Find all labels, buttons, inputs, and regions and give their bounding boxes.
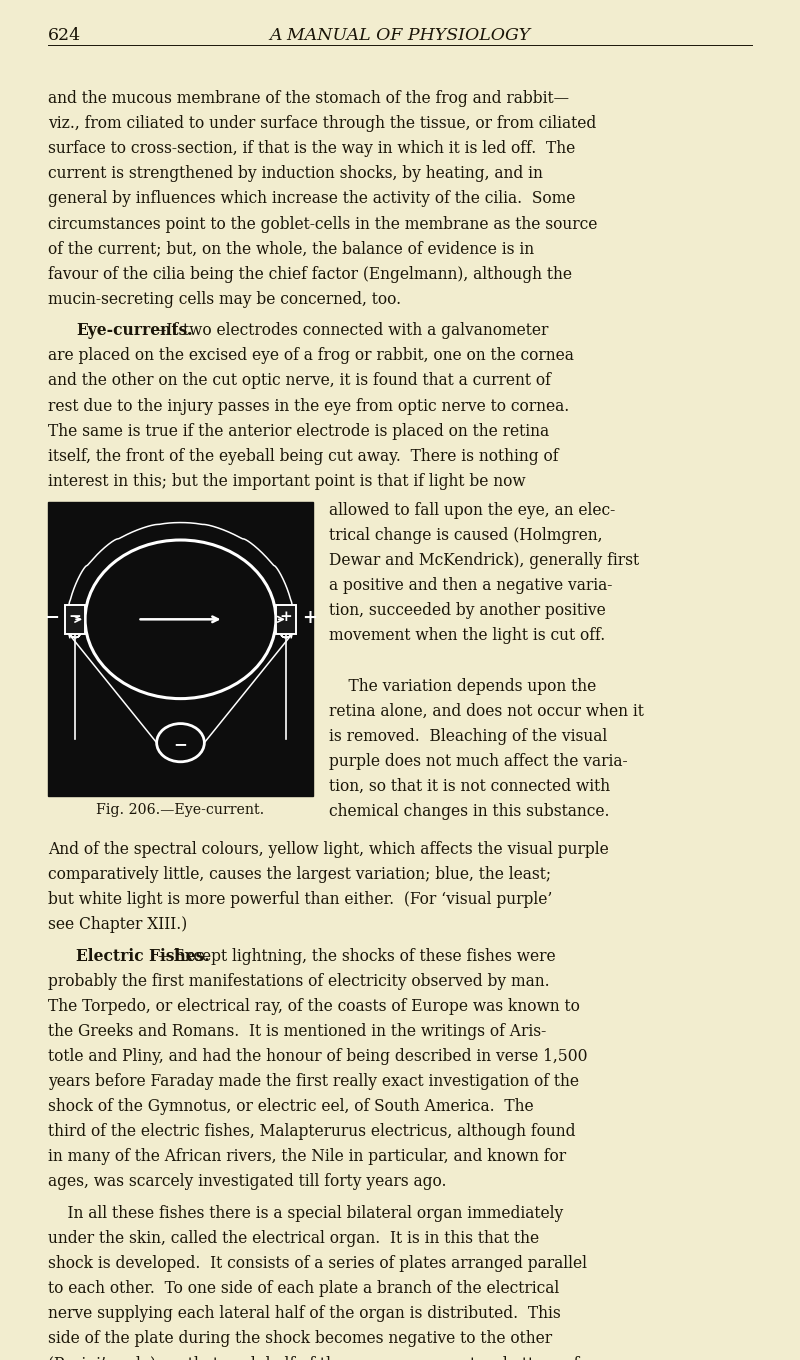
Text: shock is developed.  It consists of a series of plates arranged parallel: shock is developed. It consists of a ser… bbox=[48, 1255, 587, 1272]
Text: side of the plate during the shock becomes negative to the other: side of the plate during the shock becom… bbox=[48, 1330, 552, 1348]
Text: In all these fishes there is a special bilateral organ immediately: In all these fishes there is a special b… bbox=[48, 1205, 563, 1221]
Text: interest in this; but the important point is that if light be now: interest in this; but the important poin… bbox=[48, 473, 526, 490]
Text: Dewar and McKendrick), generally first: Dewar and McKendrick), generally first bbox=[329, 552, 639, 568]
Text: +: + bbox=[302, 609, 317, 627]
Text: years before Faraday made the first really exact investigation of the: years before Faraday made the first real… bbox=[48, 1073, 579, 1091]
Text: tion, so that it is not connected with: tion, so that it is not connected with bbox=[329, 778, 610, 796]
Text: favour of the cilia being the chief factor (Engelmann), although the: favour of the cilia being the chief fact… bbox=[48, 265, 572, 283]
Text: and the mucous membrane of the stomach of the frog and rabbit—: and the mucous membrane of the stomach o… bbox=[48, 90, 569, 107]
Text: of the current; but, on the whole, the balance of evidence is in: of the current; but, on the whole, the b… bbox=[48, 241, 534, 257]
Bar bbox=[66, 605, 85, 634]
Text: totle and Pliny, and had the honour of being described in verse 1,500: totle and Pliny, and had the honour of b… bbox=[48, 1049, 587, 1065]
Text: retina alone, and does not occur when it: retina alone, and does not occur when it bbox=[329, 703, 644, 719]
Text: —Except lightning, the shocks of these fishes were: —Except lightning, the shocks of these f… bbox=[158, 948, 556, 964]
Text: chemical changes in this substance.: chemical changes in this substance. bbox=[329, 804, 610, 820]
Text: −: − bbox=[69, 611, 82, 624]
Text: allowed to fall upon the eye, an elec-: allowed to fall upon the eye, an elec- bbox=[329, 502, 615, 518]
Text: under the skin, called the electrical organ.  It is in this that the: under the skin, called the electrical or… bbox=[48, 1229, 539, 1247]
Text: circumstances point to the goblet-cells in the membrane as the source: circumstances point to the goblet-cells … bbox=[48, 215, 598, 233]
Text: 624: 624 bbox=[48, 27, 81, 44]
Text: —If two electrodes connected with a galvanometer: —If two electrodes connected with a galv… bbox=[151, 322, 548, 339]
Text: surface to cross-section, if that is the way in which it is led off.  The: surface to cross-section, if that is the… bbox=[48, 140, 575, 158]
Text: third of the electric fishes, Malapterurus electricus, although found: third of the electric fishes, Malapterur… bbox=[48, 1123, 575, 1140]
Text: nerve supplying each lateral half of the organ is distributed.  This: nerve supplying each lateral half of the… bbox=[48, 1306, 561, 1322]
Text: but white light is more powerful than either.  (For ‘visual purple’: but white light is more powerful than ei… bbox=[48, 891, 552, 908]
Text: and the other on the cut optic nerve, it is found that a current of: and the other on the cut optic nerve, it… bbox=[48, 373, 551, 389]
Text: (Pacini’s rule), so that each half of the organ represents a battery of: (Pacini’s rule), so that each half of th… bbox=[48, 1356, 579, 1360]
Text: itself, the front of the eyeball being cut away.  There is nothing of: itself, the front of the eyeball being c… bbox=[48, 447, 558, 465]
Text: And of the spectral colours, yellow light, which affects the visual purple: And of the spectral colours, yellow ligh… bbox=[48, 840, 609, 858]
Text: +: + bbox=[279, 611, 292, 624]
Text: The same is true if the anterior electrode is placed on the retina: The same is true if the anterior electro… bbox=[48, 423, 549, 439]
Text: The Torpedo, or electrical ray, of the coasts of Europe was known to: The Torpedo, or electrical ray, of the c… bbox=[48, 998, 580, 1015]
Text: purple does not much affect the varia-: purple does not much affect the varia- bbox=[329, 753, 628, 770]
Text: current is strengthened by induction shocks, by heating, and in: current is strengthened by induction sho… bbox=[48, 166, 543, 182]
Bar bbox=[276, 605, 296, 634]
Text: tion, succeeded by another positive: tion, succeeded by another positive bbox=[329, 602, 606, 619]
Text: rest due to the injury passes in the eye from optic nerve to cornea.: rest due to the injury passes in the eye… bbox=[48, 397, 570, 415]
Text: −: − bbox=[174, 736, 187, 753]
Text: −: − bbox=[44, 609, 59, 627]
Text: are placed on the excised eye of a frog or rabbit, one on the cornea: are placed on the excised eye of a frog … bbox=[48, 347, 574, 364]
Text: in many of the African rivers, the Nile in particular, and known for: in many of the African rivers, the Nile … bbox=[48, 1148, 566, 1166]
Text: ages, was scarcely investigated till forty years ago.: ages, was scarcely investigated till for… bbox=[48, 1174, 446, 1190]
Text: a positive and then a negative varia-: a positive and then a negative varia- bbox=[329, 577, 612, 594]
Text: Eye-currents.: Eye-currents. bbox=[76, 322, 193, 339]
Text: the Greeks and Romans.  It is mentioned in the writings of Aris-: the Greeks and Romans. It is mentioned i… bbox=[48, 1023, 546, 1040]
Text: Fig. 206.—Eye-current.: Fig. 206.—Eye-current. bbox=[96, 804, 265, 817]
Text: to each other.  To one side of each plate a branch of the electrical: to each other. To one side of each plate… bbox=[48, 1280, 559, 1297]
Text: A MANUAL OF PHYSIOLOGY: A MANUAL OF PHYSIOLOGY bbox=[270, 27, 530, 44]
Text: shock of the Gymnotus, or electric eel, of South America.  The: shock of the Gymnotus, or electric eel, … bbox=[48, 1098, 534, 1115]
Text: movement when the light is cut off.: movement when the light is cut off. bbox=[329, 627, 606, 645]
Text: see Chapter XIII.): see Chapter XIII.) bbox=[48, 917, 187, 933]
Text: comparatively little, causes the largest variation; blue, the least;: comparatively little, causes the largest… bbox=[48, 866, 551, 883]
Text: Electric Fishes.: Electric Fishes. bbox=[76, 948, 210, 964]
Text: viz., from ciliated to under surface through the tissue, or from ciliated: viz., from ciliated to under surface thr… bbox=[48, 116, 596, 132]
Text: The variation depends upon the: The variation depends upon the bbox=[329, 677, 596, 695]
Text: is removed.  Bleaching of the visual: is removed. Bleaching of the visual bbox=[329, 728, 607, 745]
Text: mucin-secreting cells may be concerned, too.: mucin-secreting cells may be concerned, … bbox=[48, 291, 401, 307]
Bar bbox=[48, 502, 313, 796]
Text: probably the first manifestations of electricity observed by man.: probably the first manifestations of ele… bbox=[48, 972, 550, 990]
Text: trical change is caused (Holmgren,: trical change is caused (Holmgren, bbox=[329, 526, 602, 544]
Text: general by influences which increase the activity of the cilia.  Some: general by influences which increase the… bbox=[48, 190, 575, 208]
